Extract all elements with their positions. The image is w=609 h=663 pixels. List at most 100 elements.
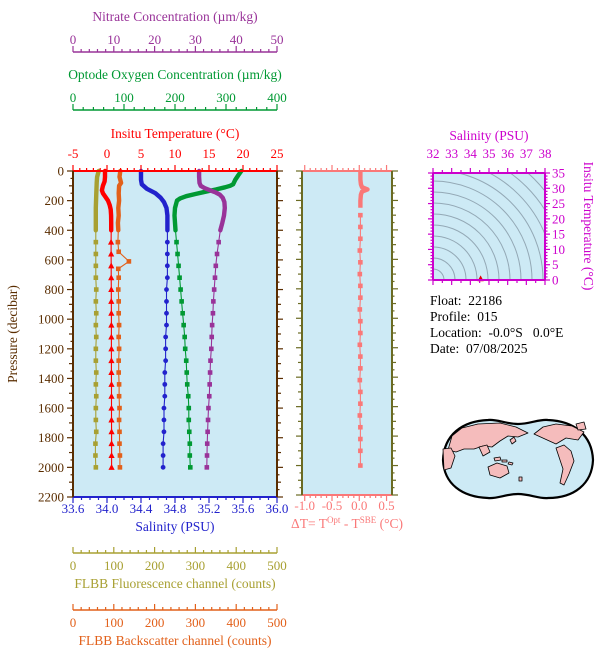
data-marker — [357, 248, 363, 253]
data-marker — [358, 295, 363, 300]
series-optode-oxygen-line — [172, 168, 244, 233]
data-marker — [116, 310, 121, 316]
data-marker — [358, 463, 363, 468]
data-marker — [164, 310, 169, 316]
data-marker — [206, 405, 211, 411]
data-marker — [117, 429, 122, 435]
axis-tick-label: 35 — [483, 146, 496, 161]
axis-tick-label: 25 — [552, 196, 565, 211]
data-marker — [93, 465, 99, 470]
delta-t-axis-title: ΔT= TOpt - TSBE (°C) — [291, 515, 403, 531]
pressure-axis-title: Pressure (decibar) — [5, 285, 20, 383]
data-marker — [93, 417, 99, 423]
data-marker — [164, 322, 169, 328]
data-marker — [107, 238, 115, 245]
series-nitrate-line — [196, 168, 227, 233]
data-marker — [116, 334, 121, 340]
data-marker — [185, 393, 191, 399]
map-landmass — [493, 456, 502, 462]
axis-tick-label: 100 — [104, 615, 124, 630]
data-marker — [358, 436, 363, 442]
map-landmass — [575, 421, 587, 431]
map-landmass — [518, 476, 523, 482]
axis-tick-label: 0 — [70, 32, 77, 47]
data-marker — [164, 299, 169, 304]
data-marker — [160, 464, 166, 470]
data-marker — [93, 322, 99, 328]
axis-tick-label: 37 — [520, 146, 534, 161]
axis-tick-label: 15 — [203, 146, 216, 161]
world-map — [441, 418, 595, 500]
pressure-tick-label: 600 — [45, 252, 65, 267]
data-marker — [210, 310, 216, 316]
axis-tick-label: 34 — [464, 146, 478, 161]
data-marker — [160, 453, 166, 458]
axis-tick-label: 5 — [552, 257, 559, 272]
pressure-tick-label: 1800 — [38, 430, 64, 445]
map-landmass — [442, 447, 456, 471]
axis-tick-label: 200 — [145, 615, 165, 630]
axis-tick-label: 34.4 — [130, 501, 153, 516]
data-marker — [93, 453, 98, 458]
series-delta-t-line — [358, 171, 370, 208]
axis-tick-label: 15 — [552, 227, 565, 242]
data-marker — [177, 275, 182, 280]
pressure-tick-label: 0 — [58, 164, 65, 179]
data-marker — [116, 417, 122, 423]
axis-tick-label: 25 — [271, 146, 284, 161]
data-marker — [160, 441, 166, 447]
data-marker — [204, 453, 210, 458]
data-marker — [161, 405, 167, 411]
data-marker — [93, 370, 99, 375]
data-marker — [213, 263, 219, 269]
pressure-tick-label: 200 — [45, 193, 65, 208]
series-flbb-fluorescence-line — [93, 168, 101, 233]
data-marker — [358, 401, 363, 406]
data-marker — [164, 275, 170, 281]
axis-tick-label: 300 — [216, 90, 236, 105]
data-marker — [186, 417, 192, 423]
data-marker — [178, 287, 183, 292]
data-marker — [181, 322, 186, 328]
axis-tick-label: 33.6 — [62, 501, 85, 516]
data-marker — [108, 452, 115, 459]
data-marker — [358, 330, 363, 336]
data-marker — [187, 441, 193, 446]
axis-tick-label: 300 — [186, 558, 206, 573]
data-marker — [358, 224, 363, 230]
axis-tick-label: 35.2 — [198, 501, 221, 516]
data-marker — [211, 299, 216, 304]
data-marker — [161, 429, 167, 435]
axis-tick-label: 20 — [148, 32, 161, 47]
data-marker — [206, 393, 212, 399]
data-marker — [357, 342, 363, 348]
data-marker — [209, 346, 214, 352]
map-landmass — [555, 444, 575, 486]
data-marker — [108, 440, 115, 447]
data-marker — [357, 413, 363, 418]
pressure-tick-label: 1400 — [38, 371, 64, 386]
data-marker — [108, 416, 115, 423]
map-landmass — [533, 423, 585, 445]
data-marker — [93, 429, 99, 435]
data-marker — [93, 358, 99, 363]
series-thin-line — [117, 230, 130, 468]
data-marker — [108, 392, 115, 399]
data-marker — [108, 321, 115, 328]
axis-tick-label: 0 — [70, 558, 77, 573]
data-marker — [93, 346, 99, 352]
data-marker — [116, 322, 122, 328]
pressure-tick-label: 800 — [45, 282, 65, 297]
axis-tick-label: 0.5 — [378, 498, 394, 513]
data-marker — [116, 393, 122, 399]
data-marker — [208, 358, 213, 363]
axis-tick-label: -0.5 — [322, 498, 343, 513]
axis-title: FLBB Fluorescence channel (counts) — [74, 576, 275, 591]
data-marker — [357, 377, 363, 383]
axis-title: Salinity (PSU) — [449, 128, 528, 143]
data-marker — [93, 275, 99, 280]
data-marker — [116, 249, 121, 255]
data-marker — [358, 236, 363, 242]
